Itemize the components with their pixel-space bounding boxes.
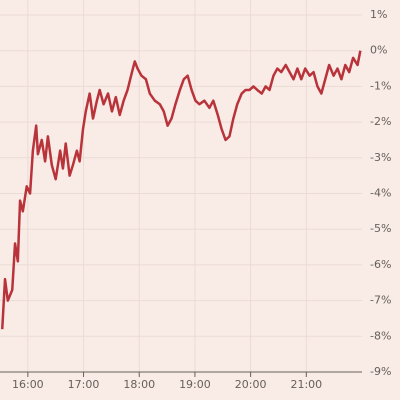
y-tick-label: -2% xyxy=(370,115,391,128)
y-tick-label: -5% xyxy=(370,222,391,235)
x-tick-label: 18:00 xyxy=(123,378,155,391)
price-line xyxy=(0,50,362,330)
x-tick-label: 16:00 xyxy=(12,378,44,391)
x-tick-label: 21:00 xyxy=(290,378,322,391)
y-tick-label: -9% xyxy=(370,365,391,378)
y-tick-label: -1% xyxy=(370,79,391,92)
y-tick-label: 0% xyxy=(370,44,387,57)
y-tick-label: -3% xyxy=(370,151,391,164)
y-tick-label: 1% xyxy=(370,8,387,21)
y-tick-label: -4% xyxy=(370,187,391,200)
x-tick-label: 19:00 xyxy=(179,378,211,391)
x-tick-label: 20:00 xyxy=(235,378,267,391)
y-tick-label: -8% xyxy=(370,329,391,342)
x-tick-label: 17:00 xyxy=(68,378,100,391)
y-tick-label: -6% xyxy=(370,258,391,271)
y-tick-label: -7% xyxy=(370,294,391,307)
